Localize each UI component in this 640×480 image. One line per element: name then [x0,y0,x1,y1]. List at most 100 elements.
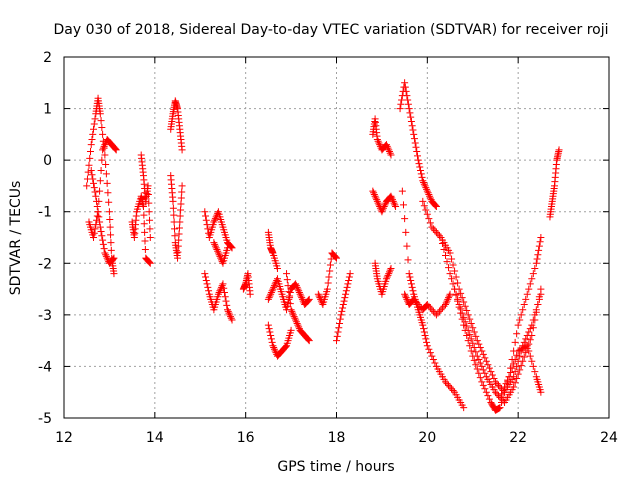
data-point [479,366,487,374]
data-point [445,294,453,302]
series-trace-u [396,79,440,211]
data-point [144,182,152,190]
series-trace-d [128,192,154,267]
y-tick-labels: -5 -4 -3 -2 -1 0 1 2 [38,50,52,427]
series-trace-bb [546,146,563,221]
data-point [294,285,302,293]
data-point [324,279,332,287]
data-point [286,294,294,302]
data-point [269,342,277,350]
data-point [406,109,414,117]
data-point [466,342,474,350]
data-point [420,202,428,210]
data-point [513,351,521,359]
data-point [97,227,105,235]
data-point [498,399,506,407]
data-point [326,267,334,275]
data-point [437,306,445,314]
data-point [440,246,448,254]
data-point [398,187,406,195]
data-point [222,297,230,305]
data-point [463,307,471,315]
data-point [370,189,378,197]
data-point [424,189,432,197]
data-point [423,342,431,350]
data-point [522,335,530,343]
data-point [535,242,543,250]
data-point [285,288,293,296]
data-point [413,148,421,156]
data-point [407,276,415,284]
data-point [482,357,490,365]
data-point [418,173,426,181]
data-point [528,357,536,365]
data-point [443,297,451,305]
data-point [379,204,387,212]
data-point [85,161,93,169]
data-point [201,270,209,278]
data-point [325,273,333,281]
data-point [445,264,453,272]
data-point [214,247,222,255]
data-point [111,145,119,153]
data-point [201,208,209,216]
x-tick-label: 22 [509,430,527,446]
data-point [514,321,522,329]
data-point [517,345,525,353]
data-point [531,264,539,272]
data-point [402,294,410,302]
data-point [344,280,352,288]
data-point [96,177,104,185]
data-point [91,188,99,196]
data-point [315,292,323,300]
y-tick-label: 2 [43,50,52,66]
data-point [270,283,278,291]
data-point [454,297,462,305]
data-point [523,342,531,350]
data-point [407,280,415,288]
data-point [414,156,422,164]
series-trace-p [314,249,340,309]
data-point [422,184,430,192]
data-point [423,187,431,195]
data-point [83,182,91,190]
data-point [504,376,512,384]
data-point [461,302,469,310]
data-point [408,122,416,130]
data-point [432,202,440,210]
data-point [202,273,210,281]
data-point [371,192,379,200]
data-point [293,319,301,327]
data-point [426,349,434,357]
data-point [204,225,212,233]
data-point [176,218,184,226]
data-point [422,206,430,214]
data-point [175,224,183,232]
data-point [286,300,294,308]
data-point [281,344,289,352]
data-point [460,404,468,412]
data-point [177,200,185,208]
series-trace-j [210,239,231,267]
data-point [175,230,183,238]
data-point [452,291,460,299]
data-point [425,191,433,199]
data-point [510,383,518,391]
data-point [170,211,178,219]
data-point [535,246,543,254]
data-point [140,211,148,219]
data-point [522,349,530,357]
data-point [414,301,422,309]
data-point [375,139,383,147]
data-point [169,204,177,212]
data-point [336,319,344,327]
data-point [141,246,149,254]
data-point [292,282,300,290]
data-point [511,379,519,387]
data-point [443,380,451,388]
data-point [443,258,451,266]
data-point [435,307,443,315]
data-point [388,194,396,202]
data-point [111,144,119,152]
